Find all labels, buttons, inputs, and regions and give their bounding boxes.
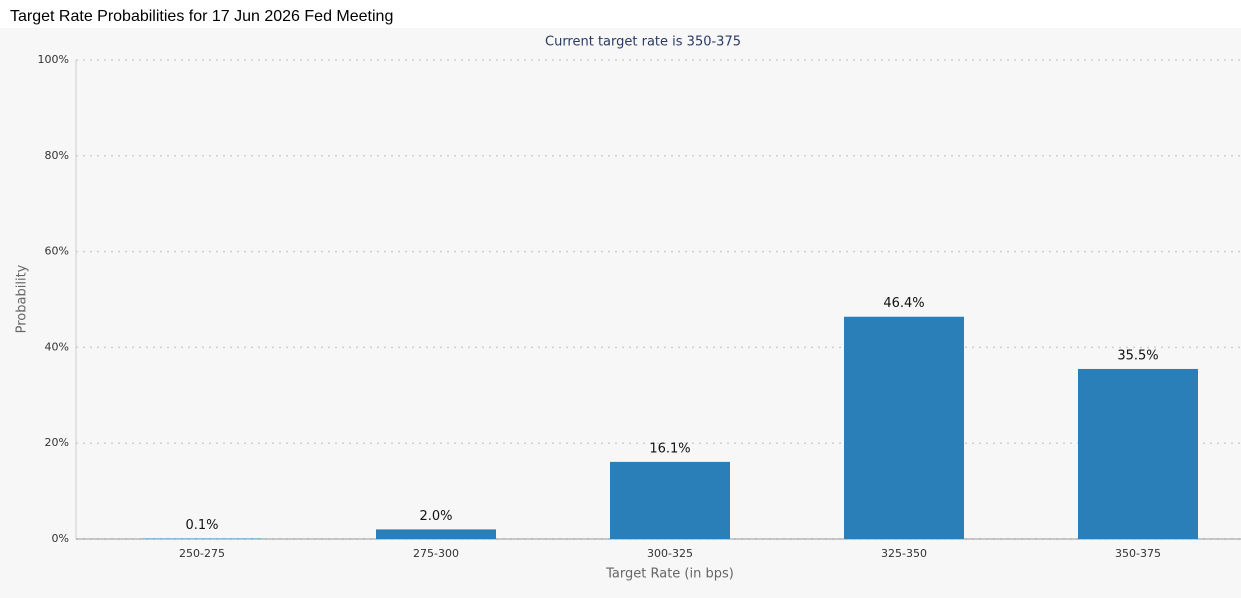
y-tick-label: 60% xyxy=(45,245,69,258)
x-axis-label: Target Rate (in bps) xyxy=(605,567,734,582)
y-tick-label: 80% xyxy=(45,149,69,162)
bar xyxy=(844,316,964,539)
bar xyxy=(376,529,496,539)
x-tick-label: 325-350 xyxy=(881,547,927,560)
y-tick-label: 0% xyxy=(52,532,69,545)
x-tick-label: 250-275 xyxy=(179,547,225,560)
data-label: 46.4% xyxy=(883,296,924,311)
data-label: 35.5% xyxy=(1117,348,1158,363)
y-tick-label: 40% xyxy=(45,340,69,353)
chart-title: Target Rate Probabilities for 17 Jun 202… xyxy=(10,8,393,25)
data-label: 2.0% xyxy=(419,509,452,524)
x-tick-label: 350-375 xyxy=(1115,547,1161,560)
y-axis-label: Probability xyxy=(15,264,30,333)
data-label: 0.1% xyxy=(185,518,218,533)
data-label: 16.1% xyxy=(649,441,690,456)
y-tick-label: 20% xyxy=(45,436,69,449)
x-tick-label: 275-300 xyxy=(413,547,459,560)
bar xyxy=(1078,368,1198,539)
chart-subtitle: Current target rate is 350-375 xyxy=(545,35,741,50)
bar xyxy=(610,461,730,539)
x-tick-label: 300-325 xyxy=(647,547,693,560)
y-tick-label: 100% xyxy=(38,53,69,66)
